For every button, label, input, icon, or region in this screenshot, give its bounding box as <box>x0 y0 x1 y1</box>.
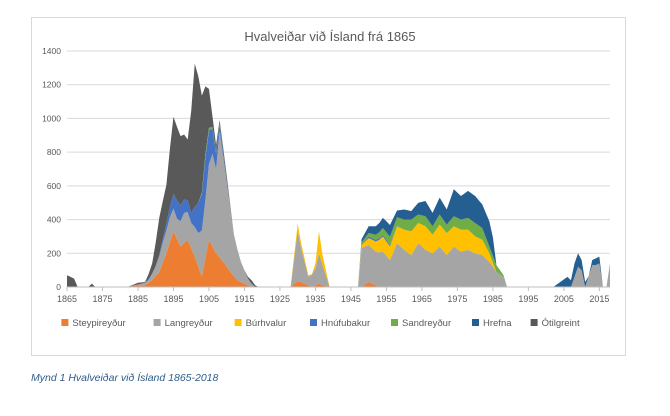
x-tick-label: 1915 <box>234 294 254 304</box>
y-tick-label: 1000 <box>42 113 61 123</box>
legend: Steypireyður Langreyður Búrhvalur Hnúfubaku… <box>61 318 580 329</box>
legend-label-4: Sandreyður <box>402 318 451 329</box>
x-tick-label: 1975 <box>447 294 467 304</box>
area-series-3 <box>67 124 610 287</box>
legend-label-0: Steypireyður <box>72 318 125 329</box>
legend-label-5: Hrefna <box>483 318 512 329</box>
legend-swatch-5 <box>472 319 479 326</box>
legend-swatch-2 <box>234 319 242 326</box>
legend-swatch-4 <box>391 319 398 326</box>
axes: 0 200 400 600 800 1000 1200 1400 1865 1875 1885 189… <box>42 46 610 304</box>
legend-swatch-6 <box>530 319 538 326</box>
x-tick-label: 2005 <box>554 294 574 304</box>
x-tick-label: 1945 <box>341 294 361 304</box>
area-series-1 <box>67 131 610 287</box>
figure-caption: Mynd 1 Hvalveiðar við Ísland 1865-2018 <box>31 372 219 384</box>
y-tick-label: 600 <box>47 181 61 191</box>
chart-frame: Hvalveiðar við Ísland frá 1865 0 200 400 60… <box>31 17 626 356</box>
legend-label-1: Langreyður <box>165 318 213 329</box>
x-tick-label: 1895 <box>163 294 183 304</box>
x-tick-label: 1925 <box>270 294 290 304</box>
y-tick-label: 0 <box>56 282 61 292</box>
y-tick-label: 200 <box>47 248 61 258</box>
y-tick-label: 1400 <box>42 46 61 56</box>
legend-label-2: Búrhvalur <box>246 318 287 329</box>
x-tick-label: 1905 <box>199 294 219 304</box>
legend-swatch-3 <box>310 319 317 326</box>
area-series-0 <box>67 231 610 287</box>
x-tick-label: 1995 <box>518 294 538 304</box>
x-tick-label: 1865 <box>57 294 77 304</box>
area-series-2 <box>67 131 610 287</box>
area-series-5 <box>67 123 610 288</box>
x-tick-label: 1955 <box>376 294 396 304</box>
x-tick-label: 1985 <box>483 294 503 304</box>
gridlines <box>67 50 610 254</box>
chart-title: Hvalveiðar við Ísland frá 1865 <box>244 29 415 44</box>
legend-swatch-0 <box>61 319 69 326</box>
legend-label-6: Ótilgreint <box>542 318 580 329</box>
x-tick-label: 1885 <box>128 294 148 304</box>
legend-swatch-1 <box>153 319 161 326</box>
chart-svg: Hvalveiðar við Ísland frá 1865 0 200 400 60… <box>42 29 610 329</box>
y-tick-label: 1200 <box>42 80 61 90</box>
x-tick-label: 1965 <box>412 294 432 304</box>
area-series-4 <box>67 123 610 288</box>
y-tick-label: 800 <box>47 147 61 157</box>
area-series-6 <box>67 63 610 287</box>
legend-label-3: Hnúfubakur <box>321 318 370 329</box>
series-areas <box>67 63 610 288</box>
x-tick-label: 2015 <box>589 294 609 304</box>
x-tick-label: 1935 <box>305 294 325 304</box>
y-tick-label: 400 <box>47 215 61 225</box>
x-tick-label: 1875 <box>92 294 112 304</box>
